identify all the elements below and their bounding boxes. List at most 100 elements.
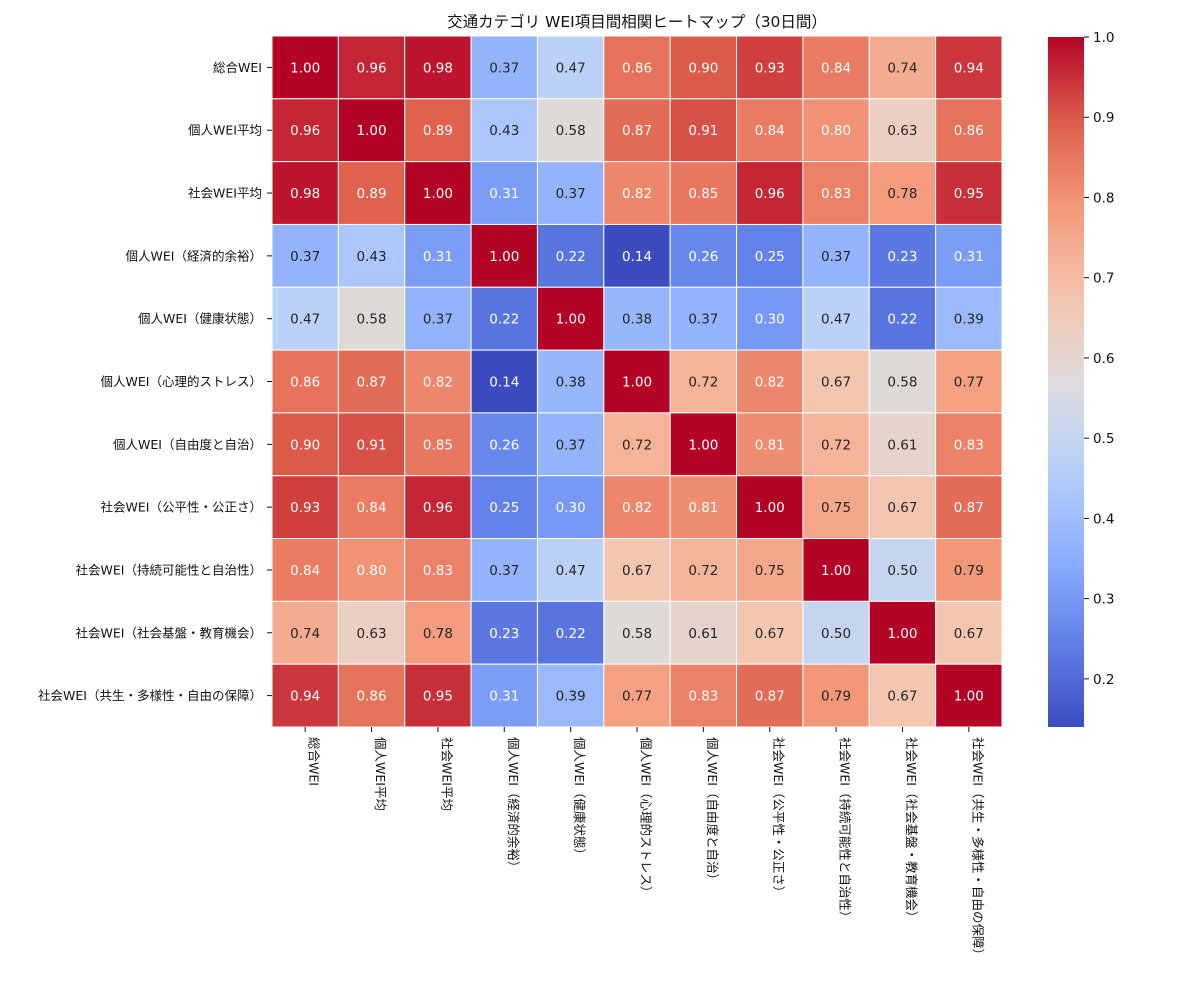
- heatmap-cell: [271, 35, 339, 100]
- cell-value-label: 0.37: [489, 60, 519, 76]
- cell-value-label: 0.96: [290, 123, 320, 139]
- cell-value-label: 0.83: [954, 437, 984, 453]
- heatmap-cell: [669, 538, 738, 602]
- heatmap-cell: [536, 161, 605, 225]
- cell-value-label: 0.72: [688, 375, 718, 391]
- cell-value-label: 0.67: [887, 500, 917, 516]
- y-tick-label: 個人WEI（自由度と自治）: [113, 437, 262, 452]
- cell-value-label: 0.25: [489, 500, 519, 516]
- heatmap-cell: [404, 663, 472, 728]
- heatmap-cell: [271, 161, 339, 225]
- y-tick-label: 個人WEI（経済的余裕）: [126, 248, 262, 263]
- heatmap-cell: [603, 663, 671, 728]
- heatmap-cell: [603, 223, 671, 288]
- y-tick-label: 総合WEI: [213, 60, 262, 75]
- cell-value-label: 0.74: [887, 60, 917, 76]
- colorbar-tick-label: 0.4: [1093, 511, 1114, 527]
- cell-value-label: 0.67: [821, 375, 851, 391]
- cell-value-label: 0.37: [423, 312, 453, 328]
- heatmap-cell: [404, 161, 472, 225]
- colorbar-tick-label: 0.2: [1093, 672, 1114, 688]
- heatmap-cell: [470, 349, 538, 414]
- cell-value-label: 0.37: [556, 437, 586, 453]
- heatmap-cell: [470, 35, 538, 100]
- cell-value-label: 0.31: [489, 186, 519, 202]
- cell-value-label: 0.39: [556, 689, 586, 705]
- cell-value-label: 0.75: [755, 563, 785, 579]
- heatmap-cell: [669, 161, 738, 225]
- cell-value-label: 0.87: [954, 500, 984, 516]
- cell-value-label: 0.58: [556, 123, 586, 139]
- heatmap-cell: [802, 223, 870, 288]
- colorbar: 0.2 0.3 0.4 0.5 0.6 0.7 0.8 0.9 1.0: [1048, 30, 1114, 727]
- heatmap-cell: [337, 475, 406, 540]
- cell-value-label: 0.79: [954, 563, 984, 579]
- cell-value-label: 0.82: [423, 375, 453, 391]
- heatmap-cell: [337, 35, 406, 100]
- colorbar-tick-label: 0.9: [1093, 110, 1114, 126]
- colorbar-tick-label: 0.3: [1093, 592, 1114, 608]
- cell-value-label: 0.43: [489, 123, 519, 139]
- cell-value-label: 0.81: [688, 500, 718, 516]
- cell-value-label: 0.23: [489, 626, 519, 642]
- cell-value-label: 0.63: [357, 626, 387, 642]
- heatmap-cell: [404, 286, 472, 351]
- heatmap-cell: [536, 663, 605, 728]
- cell-value-label: 1.00: [556, 312, 586, 328]
- heatmap-cell: [868, 663, 937, 728]
- cell-value-label: 0.25: [755, 249, 785, 265]
- heatmap-cell: [470, 475, 538, 540]
- x-tick-label: 総合WEI: [307, 737, 322, 786]
- cell-value-label: 0.91: [357, 437, 387, 453]
- cell-value-label: 0.93: [290, 500, 320, 516]
- cell-value-label: 0.79: [821, 689, 851, 705]
- cell-value-label: 0.22: [489, 312, 519, 328]
- heatmap-cell: [868, 538, 937, 602]
- cell-value-label: 0.37: [821, 249, 851, 265]
- cell-value-label: 0.86: [954, 123, 984, 139]
- cell-value-label: 0.31: [954, 249, 984, 265]
- cell-value-label: 0.90: [290, 437, 320, 453]
- heatmap-cell: [935, 98, 1003, 163]
- heatmap-cells: 1.00 0.96 0.98 0.37 0.47 0.86 0.90 0.93 0.84 0.74…: [271, 35, 1003, 728]
- heatmap-cell: [404, 35, 472, 100]
- cell-value-label: 0.93: [755, 60, 785, 76]
- y-tick-label: 個人WEI（心理的ストレス）: [101, 374, 262, 389]
- heatmap-cell: [868, 98, 937, 163]
- cell-value-label: 0.85: [688, 186, 718, 202]
- cell-value-label: 0.98: [290, 186, 320, 202]
- heatmap-cell: [603, 35, 671, 100]
- cell-value-label: 0.67: [622, 563, 652, 579]
- cell-value-label: 0.47: [290, 312, 320, 328]
- cell-value-label: 0.31: [489, 689, 519, 705]
- heatmap-cell: [603, 98, 671, 163]
- cell-value-label: 1.00: [821, 563, 851, 579]
- cell-value-label: 0.86: [290, 375, 320, 391]
- cell-value-label: 0.67: [755, 626, 785, 642]
- cell-value-label: 0.94: [954, 60, 984, 76]
- heatmap-cell: [736, 412, 804, 477]
- heatmap-cell: [603, 600, 671, 665]
- cell-value-label: 0.47: [556, 563, 586, 579]
- x-tick-label: 個人WEI（自由度と自治）: [705, 737, 720, 886]
- cell-value-label: 1.00: [423, 186, 453, 202]
- heatmap-cell: [271, 412, 339, 477]
- cell-value-label: 0.61: [688, 626, 718, 642]
- heatmap-cell: [271, 349, 339, 414]
- cell-value-label: 0.22: [887, 312, 917, 328]
- cell-value-label: 0.78: [423, 626, 453, 642]
- cell-value-label: 0.37: [489, 563, 519, 579]
- heatmap-cell: [868, 412, 937, 477]
- cell-value-label: 0.98: [423, 60, 453, 76]
- cell-value-label: 0.38: [556, 375, 586, 391]
- cell-value-label: 0.22: [556, 626, 586, 642]
- cell-value-label: 0.84: [290, 563, 320, 579]
- heatmap-cell: [935, 600, 1003, 665]
- colorbar-tick-label: 0.8: [1093, 190, 1114, 206]
- cell-value-label: 1.00: [954, 689, 984, 705]
- heatmap-cell: [603, 475, 671, 540]
- x-tick-label: 社会WEI（共生・多様性・自由の保障）: [970, 737, 985, 961]
- heatmap-cell: [935, 412, 1003, 477]
- cell-value-label: 0.14: [489, 375, 519, 391]
- x-tick-label: 社会WEI（持続可能性と自治性）: [838, 737, 853, 923]
